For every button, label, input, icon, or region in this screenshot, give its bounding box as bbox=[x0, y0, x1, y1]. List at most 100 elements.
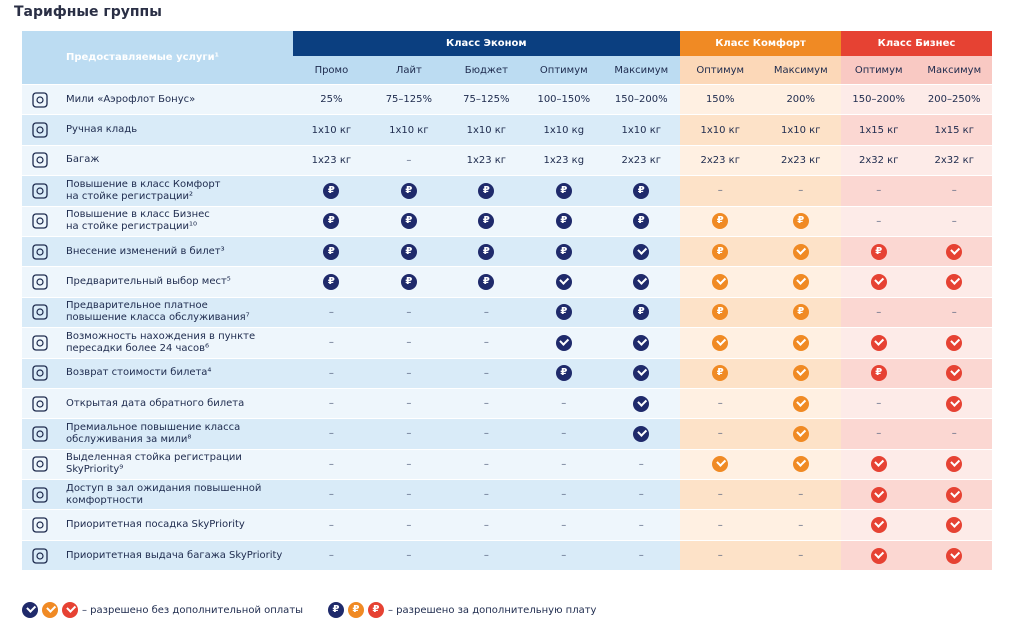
cell-value: 150–200% bbox=[852, 94, 906, 106]
fare-cell bbox=[602, 418, 680, 450]
ruble-icon: ₽ bbox=[555, 213, 572, 230]
fare-cell: – bbox=[447, 509, 526, 541]
fare-cell bbox=[916, 387, 992, 419]
fare-cell: 1x10 кг bbox=[447, 114, 526, 146]
dash: – bbox=[406, 519, 412, 531]
fare-cell bbox=[916, 539, 992, 571]
dash: – bbox=[328, 306, 334, 318]
page-title: Тарифные группы bbox=[14, 4, 162, 20]
ruble-icon: ₽ bbox=[478, 213, 495, 230]
table-row: Открытая дата обратного билета – – – – – – bbox=[22, 387, 992, 419]
fare-cell: – bbox=[292, 479, 371, 510]
dash: – bbox=[951, 215, 957, 227]
carry-on-icon bbox=[30, 120, 50, 140]
ticket-change-icon bbox=[30, 242, 50, 262]
dash: – bbox=[717, 398, 723, 410]
dash: – bbox=[638, 550, 644, 562]
table-row: Мили «Аэрофлот Бонус» 25% 75–125% 75–125% 10… bbox=[22, 83, 992, 115]
fare-cell: – bbox=[602, 479, 680, 510]
check-icon bbox=[870, 486, 887, 503]
fare-cell bbox=[840, 327, 917, 359]
service-label: Багаж bbox=[66, 154, 100, 166]
service-cell: Предварительное платное повышение класса … bbox=[22, 296, 293, 328]
check-icon bbox=[792, 456, 809, 473]
cell-value: 1x10 кг bbox=[780, 124, 821, 136]
refund-icon bbox=[30, 363, 50, 383]
fare-cell: 2x32 кг bbox=[916, 144, 992, 176]
fare-cell: 1x15 кг bbox=[840, 114, 917, 146]
fare-cell: 1x15 кг bbox=[916, 114, 992, 146]
ruble-icon: ₽ bbox=[400, 274, 417, 291]
fare-cell: – bbox=[680, 479, 761, 510]
ruble-icon: ₽ bbox=[328, 602, 344, 618]
dash: – bbox=[406, 489, 412, 501]
table-row: Возможность нахождения в пункте пересадки… bbox=[22, 327, 992, 359]
fare-cell bbox=[680, 327, 761, 359]
baggage-icon bbox=[30, 150, 50, 170]
fare-cell: ₽ bbox=[680, 296, 761, 328]
dash: – bbox=[406, 367, 412, 379]
group-header: Класс Эконом bbox=[292, 31, 680, 56]
check-icon bbox=[946, 365, 963, 382]
fare-cell bbox=[760, 357, 841, 389]
dash: – bbox=[406, 428, 412, 440]
fare-cell: ₽ bbox=[602, 175, 680, 207]
fare-cell bbox=[760, 418, 841, 450]
fare-cell bbox=[916, 448, 992, 480]
fare-cell: – bbox=[525, 387, 603, 419]
ruble-icon: ₽ bbox=[870, 243, 887, 260]
fare-cell bbox=[760, 327, 841, 359]
table-row: Выделенная стойка регистрации SkyPriority… bbox=[22, 448, 992, 480]
cell-value: 1x10 кг bbox=[621, 124, 661, 136]
ruble-icon: ₽ bbox=[368, 602, 384, 618]
table-row: Багаж 1x23 кг – 1x23 кг 1x23 кg 2x23 кг 2x23 к… bbox=[22, 144, 992, 176]
dash: – bbox=[483, 519, 489, 531]
fare-cell: ₽ bbox=[292, 266, 371, 298]
check-icon bbox=[870, 456, 887, 473]
services-header: Предоставляемые услуги¹ bbox=[22, 31, 293, 85]
fare-table: Предоставляемые услуги¹ Класс Эконом Клас… bbox=[22, 31, 992, 571]
fare-cell: – bbox=[447, 387, 526, 419]
fare-cell bbox=[840, 479, 917, 510]
dash: – bbox=[328, 550, 334, 562]
fare-cell: – bbox=[760, 509, 841, 541]
dash: – bbox=[328, 489, 334, 501]
ruble-icon: ₽ bbox=[712, 365, 729, 382]
fare-cell: 1x23 кg bbox=[525, 144, 603, 176]
cell-value: 1x23 кг bbox=[311, 154, 352, 166]
ruble-icon: ₽ bbox=[712, 304, 729, 321]
fare-cell bbox=[916, 357, 992, 389]
fare-cell: – bbox=[447, 357, 526, 389]
seat-select-icon bbox=[30, 272, 50, 292]
fare-cell: ₽ bbox=[525, 205, 603, 237]
fare-cell: – bbox=[292, 448, 371, 480]
fare-cell bbox=[760, 235, 841, 267]
fare-cell bbox=[916, 235, 992, 267]
fare-cell: ₽ bbox=[680, 357, 761, 389]
check-icon bbox=[792, 274, 809, 291]
ruble-icon: ₽ bbox=[323, 213, 340, 230]
dash: – bbox=[561, 398, 567, 410]
ruble-icon: ₽ bbox=[323, 182, 340, 199]
cell-value: 2x32 кг bbox=[858, 154, 899, 166]
check-icon bbox=[870, 517, 887, 534]
cell-value: 2x32 кг bbox=[934, 154, 974, 166]
table-row: Предварительный выбор мест⁵ ₽ ₽ ₽ bbox=[22, 266, 992, 298]
ruble-icon: ₽ bbox=[478, 274, 495, 291]
fare-cell: 200–250% bbox=[916, 83, 992, 115]
check-icon bbox=[870, 274, 887, 291]
fare-cell bbox=[602, 235, 680, 267]
ruble-icon: ₽ bbox=[400, 213, 417, 230]
fare-cell: ₽ bbox=[760, 296, 841, 328]
ruble-icon: ₽ bbox=[633, 304, 650, 321]
ruble-icon: ₽ bbox=[712, 243, 729, 260]
check-icon bbox=[633, 365, 650, 382]
service-cell: Приоритетная посадка SkyPriority bbox=[22, 509, 293, 541]
dash: – bbox=[951, 428, 957, 440]
check-icon bbox=[633, 395, 650, 412]
fare-cell: – bbox=[370, 448, 448, 480]
fare-cell: – bbox=[760, 539, 841, 571]
dash: – bbox=[876, 185, 882, 197]
cell-value: 1x10 кг bbox=[700, 124, 740, 136]
fare-cell: – bbox=[680, 418, 761, 450]
